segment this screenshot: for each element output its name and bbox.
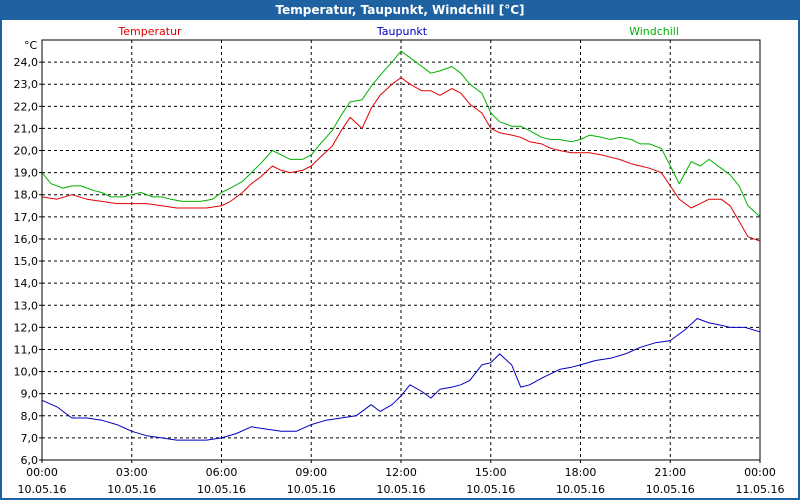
y-tick-label: 22,0 [14, 100, 39, 113]
y-tick-label: 11,0 [14, 343, 39, 356]
legend-taupunkt: Taupunkt [376, 25, 428, 38]
axes [39, 39, 761, 463]
x-tick-date: 11.05.16 [736, 483, 785, 496]
y-tick-label: 18,0 [14, 189, 39, 202]
x-tick-time: 06:00 [206, 466, 238, 479]
y-tick-label: 8,0 [21, 410, 39, 423]
y-tick-label: 13,0 [14, 299, 39, 312]
y-tick-label: 15,0 [14, 255, 39, 268]
x-tick-time: 00:00 [744, 466, 776, 479]
series-line-temperatur [41, 77, 761, 242]
x-tick-date: 10.05.16 [556, 483, 605, 496]
x-tick-time: 00:00 [26, 466, 58, 479]
y-tick-label: 12,0 [14, 321, 39, 334]
x-tick-time: 18:00 [565, 466, 597, 479]
x-tick-date: 10.05.16 [18, 483, 67, 496]
x-tick-time: 09:00 [295, 466, 327, 479]
y-axis-unit-label: °C [24, 39, 38, 52]
grid [42, 40, 760, 460]
x-tick-date: 10.05.16 [287, 483, 336, 496]
y-tick-label: 9,0 [21, 388, 39, 401]
chart-panel: 6,0 7,0 8,0 9,0 10,0 11,0 12,0 13,0 14,0 15,0 16,0… [2, 20, 798, 498]
series-line-windchill [41, 50, 761, 218]
x-tick-date: 10.05.16 [107, 483, 156, 496]
series-line-taupunkt [41, 318, 761, 441]
y-tick-label: 24,0 [14, 56, 39, 69]
y-tick-label: 16,0 [14, 233, 39, 246]
legend: Temperatur Taupunkt Windchill [117, 25, 679, 38]
y-tick-label: 7,0 [21, 432, 39, 445]
window-title: Temperatur, Taupunkt, Windchill [°C] [275, 3, 525, 17]
x-tick-time: 15:00 [475, 466, 507, 479]
tick-labels: 6,0 7,0 8,0 9,0 10,0 11,0 12,0 13,0 14,0 15,0 16,0… [14, 39, 785, 496]
plot-border [41, 39, 761, 461]
legend-windchill: Windchill [629, 25, 679, 38]
legend-temperatur: Temperatur [117, 25, 182, 38]
x-tick-date: 10.05.16 [197, 483, 246, 496]
x-tick-time: 12:00 [385, 466, 417, 479]
y-tick-label: 17,0 [14, 211, 39, 224]
x-tick-date: 10.05.16 [646, 483, 695, 496]
y-tick-label: 19,0 [14, 167, 39, 180]
x-tick-time: 03:00 [116, 466, 148, 479]
x-tick-date: 10.05.16 [377, 483, 426, 496]
x-tick-date: 10.05.16 [466, 483, 515, 496]
line-chart: 6,0 7,0 8,0 9,0 10,0 11,0 12,0 13,0 14,0 15,0 16,0… [14, 25, 785, 496]
y-tick-label: 23,0 [14, 78, 39, 91]
y-tick-label: 21,0 [14, 122, 39, 135]
y-tick-label: 10,0 [14, 366, 39, 379]
y-tick-label: 14,0 [14, 277, 39, 290]
y-tick-label: 6,0 [21, 454, 39, 467]
y-tick-label: 20,0 [14, 145, 39, 158]
series-lines [41, 50, 761, 441]
x-tick-time: 21:00 [654, 466, 686, 479]
